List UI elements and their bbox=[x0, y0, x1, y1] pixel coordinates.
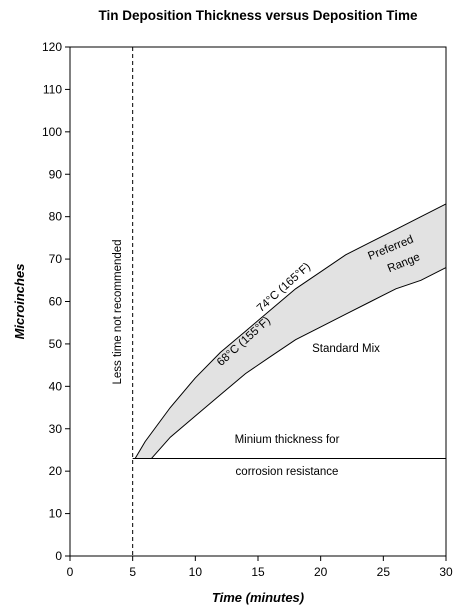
x-tick-label: 0 bbox=[67, 565, 74, 579]
y-axis-title: Microinches bbox=[12, 264, 27, 340]
y-tick-label: 90 bbox=[49, 167, 63, 181]
y-tick-label: 120 bbox=[42, 40, 62, 54]
fill-layer bbox=[135, 203, 446, 459]
y-tick-label: 20 bbox=[49, 464, 63, 478]
plot-frame bbox=[69, 46, 447, 557]
y-tick-label: 110 bbox=[43, 82, 62, 96]
y-tick-label: 60 bbox=[49, 295, 63, 309]
curve-68c bbox=[151, 267, 447, 459]
lines-layer bbox=[132, 47, 447, 556]
minimum-thickness-label: Minium thickness for bbox=[235, 434, 340, 446]
x-axis-ticks: 0 5 10 15 20 25 30 bbox=[67, 556, 453, 579]
x-tick-label: 25 bbox=[377, 565, 391, 579]
x-tick-label: 10 bbox=[189, 565, 203, 579]
less-time-note: Less time not recommended bbox=[112, 239, 124, 384]
y-tick-label: 70 bbox=[49, 252, 63, 266]
y-tick-label: 40 bbox=[49, 379, 63, 393]
minimum-thickness-label-line2: corrosion resistance bbox=[236, 466, 339, 478]
x-axis-title: Time (minutes) bbox=[212, 590, 304, 605]
y-tick-label: 10 bbox=[49, 507, 63, 521]
standard-mix-label: Standard Mix bbox=[312, 343, 380, 355]
y-axis-ticks: 0 10 20 30 40 50 60 70 80 90 100 110 120 bbox=[42, 40, 70, 563]
y-tick-label: 100 bbox=[42, 125, 62, 139]
x-tick-label: 30 bbox=[439, 565, 453, 579]
y-tick-label: 0 bbox=[55, 549, 62, 563]
curve-74c bbox=[134, 203, 447, 459]
y-tick-label: 80 bbox=[49, 210, 63, 224]
x-tick-label: 5 bbox=[129, 565, 136, 579]
x-tick-label: 20 bbox=[314, 565, 328, 579]
y-tick-label: 50 bbox=[49, 337, 63, 351]
x-tick-label: 15 bbox=[251, 565, 265, 579]
chart-title: Tin Deposition Thickness versus Depositi… bbox=[98, 8, 418, 23]
preferred-range-fill bbox=[135, 203, 446, 459]
y-tick-label: 30 bbox=[49, 422, 63, 436]
